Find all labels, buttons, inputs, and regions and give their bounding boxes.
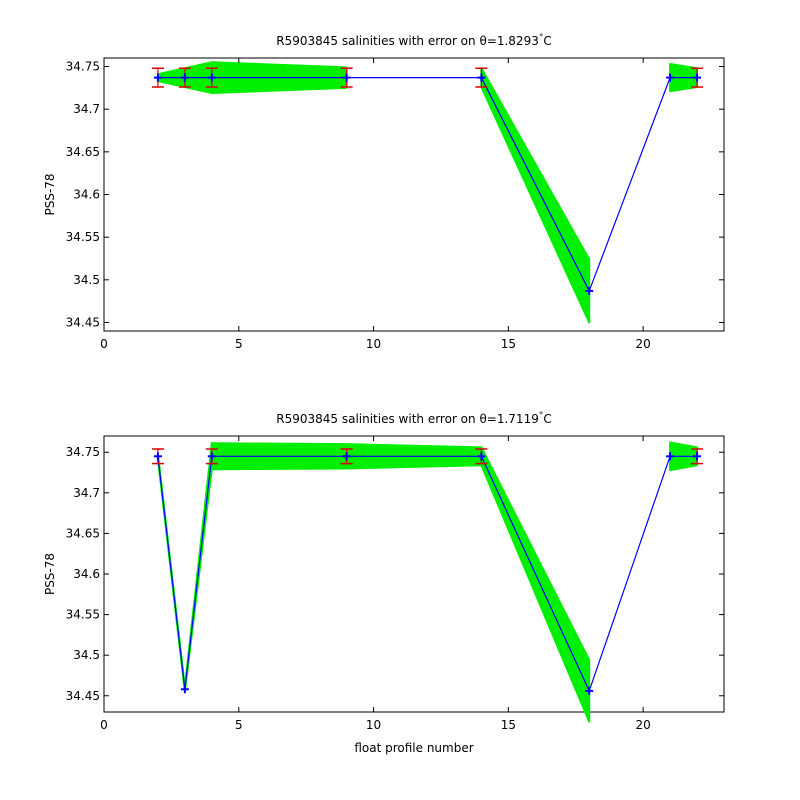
data-point xyxy=(477,73,486,82)
y-tick-label: 34.65 xyxy=(66,526,100,540)
data-point xyxy=(180,685,189,694)
chart-title-unit: C xyxy=(543,34,551,48)
data-point xyxy=(180,73,189,82)
data-point xyxy=(666,452,675,461)
data-point xyxy=(342,73,351,82)
x-tick-label: 20 xyxy=(635,337,650,351)
data-point xyxy=(693,452,702,461)
data-line xyxy=(157,77,698,293)
chart-title-degree: ° xyxy=(539,411,544,421)
x-axis-label: float profile number xyxy=(354,741,473,755)
y-tick-label: 34.7 xyxy=(73,486,100,500)
y-tick-label: 34.65 xyxy=(66,145,100,159)
chart-title: R5903845 salinities with error on θ=1.82… xyxy=(276,33,551,48)
y-tick-label: 34.5 xyxy=(73,273,100,287)
data-point xyxy=(585,286,594,295)
y-tick-label: 34.6 xyxy=(73,188,100,202)
data-point xyxy=(693,73,702,82)
y-tick-label: 34.45 xyxy=(66,315,100,329)
data-points xyxy=(153,452,702,695)
x-tick-label: 0 xyxy=(100,337,108,351)
x-tick-label: 5 xyxy=(235,718,243,732)
x-axis: 0 5 10 15 20 xyxy=(100,436,651,732)
y-tick-label: 34.7 xyxy=(73,102,100,116)
data-point xyxy=(153,73,162,82)
x-axis: 0 5 10 15 20 xyxy=(100,58,651,351)
axes-frame xyxy=(103,57,725,332)
chart-title-text: R5903845 salinities with error on θ=1.82… xyxy=(276,34,539,48)
chart-title: R5903845 salinities with error on θ=1.71… xyxy=(276,411,551,426)
x-tick-label: 10 xyxy=(366,718,381,732)
x-tick-label: 0 xyxy=(100,718,108,732)
y-tick-label: 34.55 xyxy=(66,608,100,622)
data-point xyxy=(207,452,216,461)
x-tick-label: 15 xyxy=(501,337,516,351)
y-axis-label: PSS-78 xyxy=(43,173,57,215)
data-point xyxy=(153,452,162,461)
chart-title-unit: C xyxy=(543,412,551,426)
y-axis: 34.45 34.5 34.55 34.6 34.65 34.7 34.75 xyxy=(66,60,724,329)
x-tick-label: 20 xyxy=(635,718,650,732)
chart-1: 0 5 10 15 20 34.45 34.5 34.55 34.6 34.65 34.7 34.75… xyxy=(43,33,725,351)
x-tick-label: 5 xyxy=(235,337,243,351)
chart-title-degree: ° xyxy=(539,33,544,43)
data-points xyxy=(153,73,702,295)
y-tick-label: 34.45 xyxy=(66,689,100,703)
data-point xyxy=(207,73,216,82)
data-point xyxy=(477,452,486,461)
y-axis-label: PSS-78 xyxy=(43,553,57,595)
y-tick-label: 34.6 xyxy=(73,567,100,581)
error-bars xyxy=(151,448,704,465)
data-point xyxy=(666,73,675,82)
x-tick-label: 15 xyxy=(501,718,516,732)
data-point xyxy=(585,686,594,695)
y-tick-label: 34.5 xyxy=(73,648,100,662)
y-axis: 34.45 34.5 34.55 34.6 34.65 34.7 34.75 xyxy=(66,445,724,703)
y-tick-label: 34.75 xyxy=(66,60,100,74)
x-tick-label: 10 xyxy=(366,337,381,351)
y-tick-label: 34.55 xyxy=(66,230,100,244)
data-point xyxy=(342,452,351,461)
chart-title-text: R5903845 salinities with error on θ=1.71… xyxy=(276,412,539,426)
chart-2: 0 5 10 15 20 34.45 34.5 34.55 34.6 34.65 34.7 34.75… xyxy=(43,411,725,755)
data-line xyxy=(157,455,698,693)
y-tick-label: 34.75 xyxy=(66,445,100,459)
